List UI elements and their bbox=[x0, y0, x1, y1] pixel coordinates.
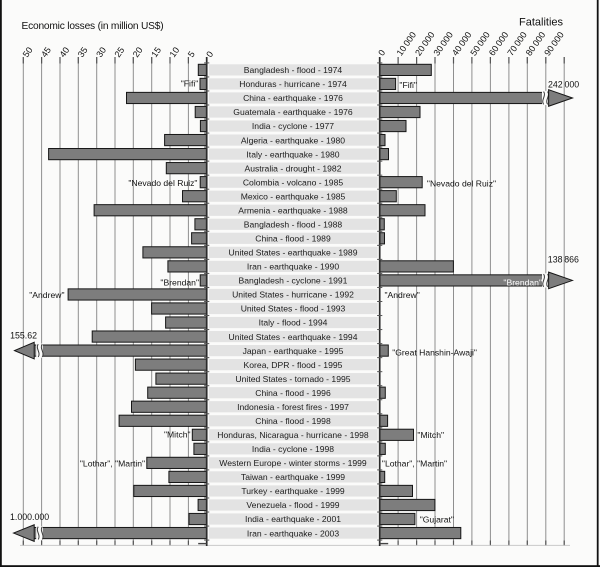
svg-text:United States - earthquake - 1: United States - earthquake - 1989 bbox=[229, 248, 358, 258]
svg-text:Bangladesh - flood - 1988: Bangladesh - flood - 1988 bbox=[244, 219, 343, 229]
svg-text:United States - flood - 1993: United States - flood - 1993 bbox=[241, 304, 346, 314]
svg-text:Fatalities: Fatalities bbox=[519, 17, 564, 29]
svg-text:China - flood - 1989: China - flood - 1989 bbox=[255, 234, 331, 244]
svg-text:"Nevado del Ruiz": "Nevado del Ruiz" bbox=[427, 178, 496, 188]
svg-text:"Mitch": "Mitch" bbox=[417, 430, 444, 440]
svg-text:"Andrew": "Andrew" bbox=[29, 290, 64, 300]
svg-text:10: 10 bbox=[167, 45, 181, 59]
svg-text:Iran - earthquake - 1990: Iran - earthquake - 1990 bbox=[247, 262, 339, 272]
svg-text:"Gujarat": "Gujarat" bbox=[420, 514, 454, 524]
svg-text:25: 25 bbox=[112, 45, 126, 59]
svg-text:Guatemala - earthquake - 1976: Guatemala - earthquake - 1976 bbox=[233, 107, 353, 117]
svg-text:Mexico - earthquake - 1985: Mexico - earthquake - 1985 bbox=[241, 191, 346, 201]
svg-text:Bangladesh - cyclone - 1991: Bangladesh - cyclone - 1991 bbox=[239, 276, 348, 286]
svg-text:Italy - flood - 1994: Italy - flood - 1994 bbox=[259, 318, 328, 328]
svg-text:15: 15 bbox=[149, 45, 163, 59]
svg-text:Australia - drought - 1982: Australia - drought - 1982 bbox=[245, 163, 342, 173]
svg-text:Venezuela - flood - 1999: Venezuela - flood - 1999 bbox=[246, 500, 339, 510]
svg-text:China - flood - 1996: China - flood - 1996 bbox=[255, 388, 331, 398]
svg-text:40: 40 bbox=[57, 45, 71, 59]
svg-text:Honduras, Nicaragua - hurrican: Honduras, Nicaragua - hurricane - 1998 bbox=[217, 430, 369, 440]
svg-text:Japan - earthquake - 1995: Japan - earthquake - 1995 bbox=[243, 346, 344, 356]
svg-text:India - cyclone - 1998: India - cyclone - 1998 bbox=[252, 444, 334, 454]
svg-text:"Brendan": "Brendan" bbox=[503, 278, 542, 288]
svg-text:35: 35 bbox=[76, 45, 90, 59]
svg-text:Algeria - earthquake - 1980: Algeria - earthquake - 1980 bbox=[241, 135, 345, 145]
svg-text:United States - tornado - 1995: United States - tornado - 1995 bbox=[235, 374, 350, 384]
svg-text:"Great Hanshin-Awaji": "Great Hanshin-Awaji" bbox=[392, 347, 477, 357]
svg-text:138 866: 138 866 bbox=[548, 255, 579, 265]
svg-text:Italy - earthquake - 1980: Italy - earthquake - 1980 bbox=[246, 149, 339, 159]
svg-text:Korea, DPR - flood - 1995: Korea, DPR - flood - 1995 bbox=[244, 360, 343, 370]
svg-text:0: 0 bbox=[204, 49, 215, 59]
svg-text:20: 20 bbox=[131, 45, 145, 59]
svg-text:Western Europe - winter storms: Western Europe - winter storms - 1999 bbox=[219, 458, 367, 468]
svg-text:Iran - earthquake - 2003: Iran - earthquake - 2003 bbox=[247, 528, 339, 538]
svg-text:Armenia - earthquake - 1988: Armenia - earthquake - 1988 bbox=[238, 205, 348, 215]
svg-text:China - flood - 1998: China - flood - 1998 bbox=[255, 416, 331, 426]
svg-text:"Nevado del Ruiz": "Nevado del Ruiz" bbox=[128, 178, 197, 188]
svg-text:242 000: 242 000 bbox=[548, 80, 579, 90]
svg-text:155.62: 155.62 bbox=[10, 330, 37, 340]
svg-text:50: 50 bbox=[21, 45, 35, 59]
svg-text:45: 45 bbox=[39, 45, 53, 59]
svg-text:"Lothar", "Martin": "Lothar", "Martin" bbox=[382, 459, 447, 469]
svg-text:Economic losses (in million US: Economic losses (in million US$) bbox=[22, 21, 164, 32]
svg-text:"Lothar", "Martin": "Lothar", "Martin" bbox=[80, 458, 145, 468]
svg-text:Turkey - earthquake - 1999: Turkey - earthquake - 1999 bbox=[241, 486, 345, 496]
svg-text:5: 5 bbox=[186, 49, 197, 59]
svg-text:United States - earthquake - 1: United States - earthquake - 1994 bbox=[229, 332, 358, 342]
svg-text:Bangladesh - flood - 1974: Bangladesh - flood - 1974 bbox=[244, 65, 343, 75]
svg-text:United States - hurricane - 19: United States - hurricane - 1992 bbox=[232, 290, 354, 300]
svg-text:Colombia - volcano - 1985: Colombia - volcano - 1985 bbox=[243, 177, 344, 187]
svg-text:China - earthquake - 1976: China - earthquake - 1976 bbox=[243, 93, 343, 103]
svg-text:"Mitch": "Mitch" bbox=[164, 430, 191, 440]
svg-text:1.000.000: 1.000.000 bbox=[10, 512, 49, 522]
svg-text:"Brendan": "Brendan" bbox=[160, 277, 199, 287]
svg-text:"Fifi": "Fifi" bbox=[181, 79, 199, 89]
svg-text:30: 30 bbox=[94, 45, 108, 59]
svg-text:"Andrew": "Andrew" bbox=[385, 290, 420, 300]
svg-text:Indonesia - forest fires - 199: Indonesia - forest fires - 1997 bbox=[237, 402, 349, 412]
svg-text:Honduras - hurricane - 1974: Honduras - hurricane - 1974 bbox=[239, 79, 347, 89]
svg-text:0: 0 bbox=[376, 48, 387, 58]
svg-text:India - cyclone - 1977: India - cyclone - 1977 bbox=[252, 121, 334, 131]
svg-text:"Fifi": "Fifi" bbox=[399, 80, 417, 90]
svg-text:Taiwan - earthquake - 1999: Taiwan - earthquake - 1999 bbox=[241, 472, 345, 482]
svg-text:India - earthquake - 2001: India - earthquake - 2001 bbox=[245, 514, 341, 524]
